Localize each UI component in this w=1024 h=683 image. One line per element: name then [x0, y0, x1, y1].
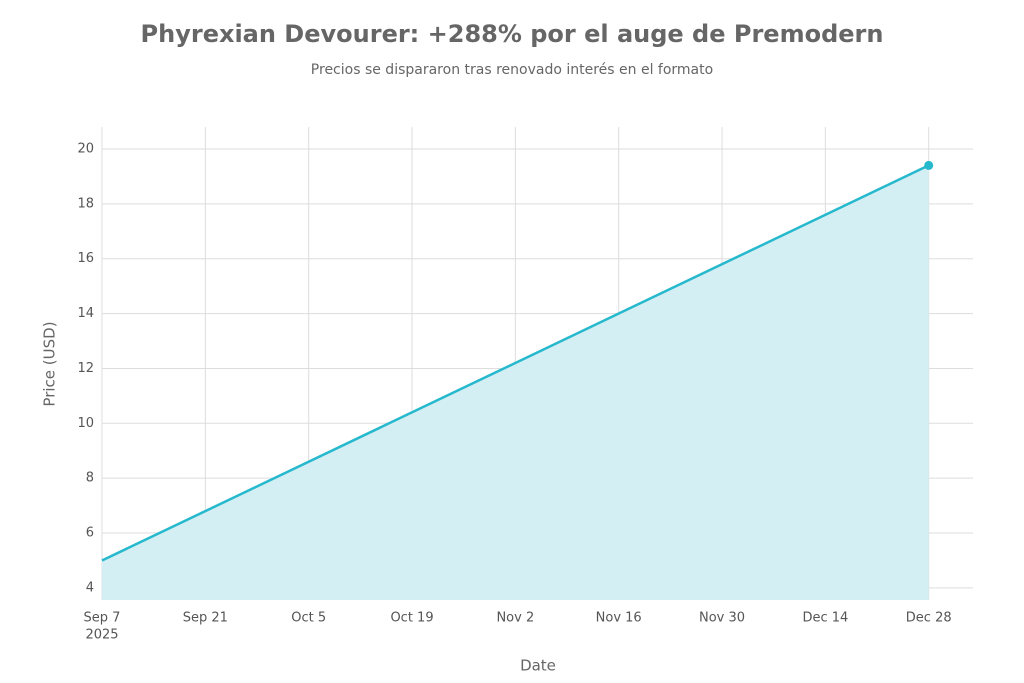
- chart-title: Phyrexian Devourer: +288% por el auge de…: [141, 20, 884, 48]
- x-tick-label: Dec 28: [906, 611, 952, 626]
- line: [101, 164, 930, 562]
- chart-subtitle: Precios se dispararon tras renovado inte…: [311, 62, 713, 78]
- y-tick-label: 16: [77, 251, 94, 266]
- y-tick-label: 18: [77, 196, 94, 211]
- x-tick-label: Nov 30: [699, 611, 745, 626]
- y-tick-label: 6: [86, 526, 94, 541]
- point: [924, 160, 934, 170]
- y-tick-label: 14: [77, 306, 94, 321]
- y-tick-label: 10: [77, 416, 94, 431]
- x-tick-label: Nov 2: [496, 611, 534, 626]
- x-tick-label: Oct 5: [291, 611, 326, 626]
- x-axis-title: Date: [520, 657, 556, 675]
- area: [102, 165, 929, 600]
- x-tick-label: Dec 14: [802, 611, 848, 626]
- y-tick-label: 12: [77, 361, 94, 376]
- y-tick-label: 4: [86, 580, 94, 595]
- x-tick-label: Oct 19: [390, 611, 433, 626]
- x-tick-label: Sep 7: [84, 611, 121, 626]
- y-tick-label: 20: [77, 141, 94, 156]
- x-tick-label: Nov 16: [596, 611, 642, 626]
- y-axis-title: Price (USD): [41, 321, 59, 406]
- y-tick-label: 8: [86, 471, 94, 486]
- x-tick-year: 2025: [85, 628, 118, 643]
- x-tick-label: Sep 21: [183, 611, 228, 626]
